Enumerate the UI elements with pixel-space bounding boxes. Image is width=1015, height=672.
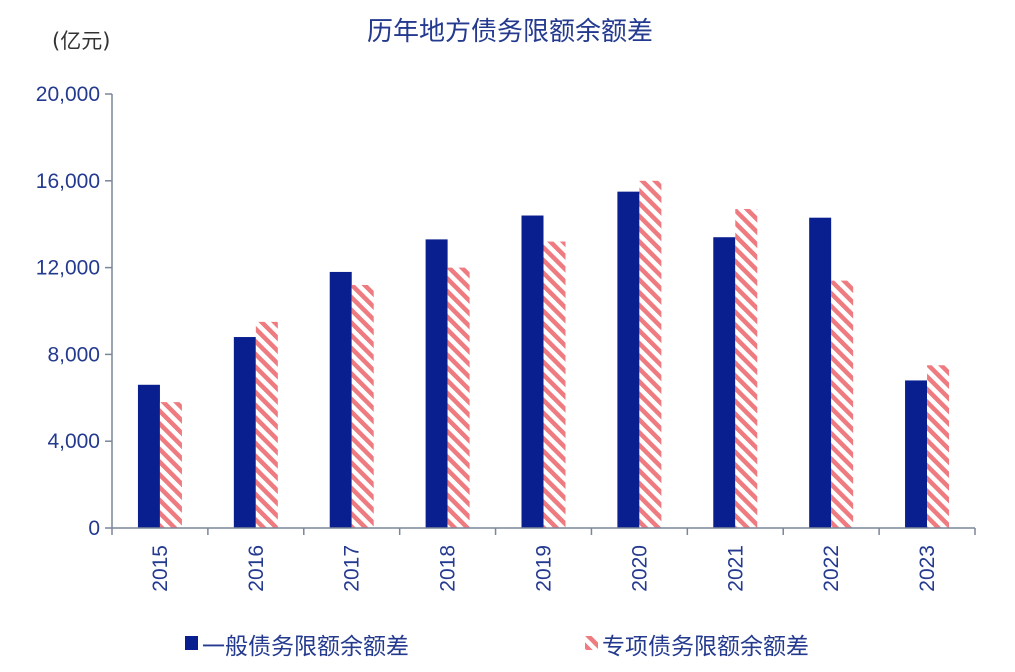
bar-special-2022 [831,280,854,528]
legend: 一般债务限额余额差 专项债务限额余额差 [185,634,809,660]
y-tick-label: 8,000 [47,343,100,366]
legend-label-general: 一般债务限额余额差 [202,634,409,660]
bar-special-2018 [447,267,470,528]
y-tick-label: 0 [88,517,100,540]
x-tick-label: 2020 [628,545,651,592]
y-axis: 0 4,000 8,000 12,000 16,000 20,000 [36,83,113,540]
bar-general-2023 [905,380,928,528]
y-tick-label: 12,000 [36,257,100,280]
bar-general-2018 [425,239,448,528]
x-tick-label: 2021 [724,545,747,592]
x-tick-label: 2016 [245,545,268,592]
bar-special-2017 [351,284,374,528]
x-tick-label: 2018 [437,545,460,592]
bar-special-2021 [735,209,758,528]
bar-general-2016 [233,337,256,528]
bar-special-2016 [255,321,278,528]
bar-special-2023 [927,365,950,528]
bar-general-2022 [809,217,832,528]
x-tick-label: 2017 [341,545,364,592]
legend-swatch-general [185,636,198,650]
bar-special-2019 [543,241,566,528]
legend-label-special: 专项债务限额余额差 [602,634,809,660]
y-tick-label: 4,000 [47,430,100,453]
x-tick-label: 2015 [149,545,172,592]
chart-title: 历年地方债务限额余额差 [367,17,653,47]
bar-general-2015 [137,384,160,528]
x-tick-label: 2019 [533,545,556,592]
y-axis-unit-label: (亿元) [52,29,110,53]
bar-general-2021 [713,237,736,528]
y-tick-label: 20,000 [36,83,100,106]
x-axis: 2015 2016 2017 2018 2019 2020 2021 2022 2023 [111,527,976,592]
x-tick-label: 2023 [916,545,939,592]
bar-general-2020 [617,191,640,528]
bar-general-2019 [521,215,544,528]
bar-special-2015 [159,402,182,528]
legend-swatch-special [585,636,598,650]
y-tick-label: 16,000 [36,170,100,193]
bar-general-2017 [329,271,352,528]
x-tick-label: 2022 [820,545,843,592]
bar-series-group [137,180,950,529]
bar-special-2020 [639,180,662,529]
